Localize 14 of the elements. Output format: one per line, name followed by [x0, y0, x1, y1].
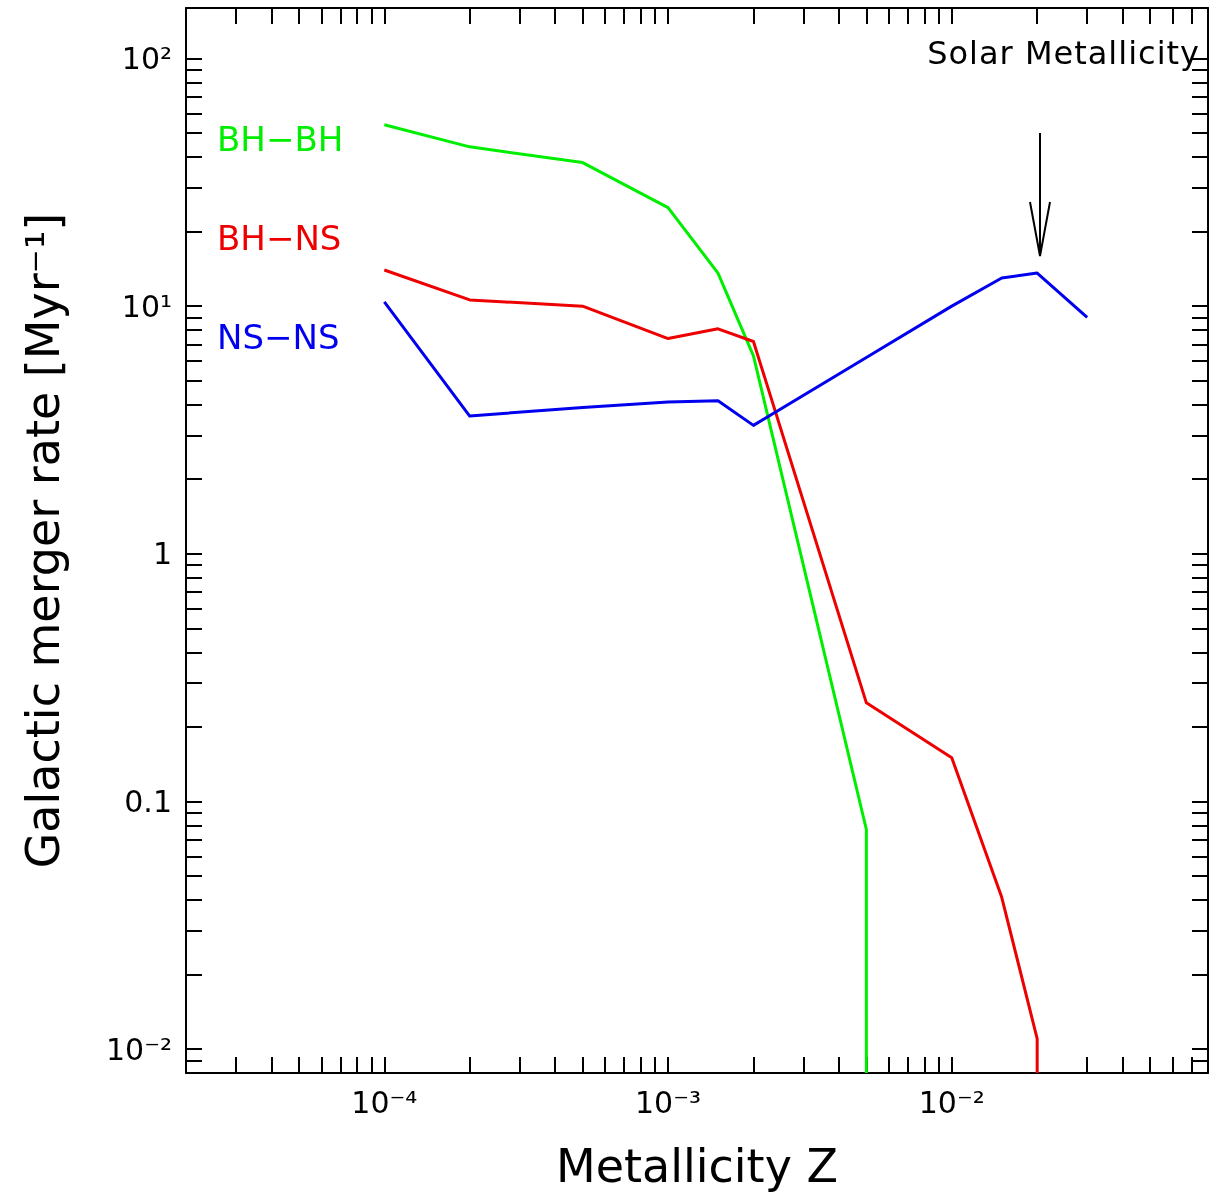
annotation: Solar Metallicity — [927, 34, 1200, 72]
series-label: BH−NS — [217, 218, 342, 258]
series-label: BH−BH — [217, 119, 344, 159]
y-tick-label: 1 — [152, 536, 172, 572]
series-label: NS−NS — [217, 317, 340, 357]
x-axis-title: Metallicity Z — [555, 1139, 839, 1193]
x-tick-label: 10⁻³ — [635, 1084, 702, 1120]
x-tick-label: 10⁻⁴ — [351, 1084, 418, 1120]
x-tick-label: 10⁻² — [918, 1084, 985, 1120]
y-tick-label: 0.1 — [124, 783, 172, 819]
y-tick-label: 10² — [121, 41, 172, 77]
y-tick-label: 10⁻² — [105, 1031, 172, 1067]
y-axis-title: Galactic merger rate [Myr⁻¹] — [16, 212, 70, 869]
y-tick-label: 10¹ — [121, 288, 172, 324]
